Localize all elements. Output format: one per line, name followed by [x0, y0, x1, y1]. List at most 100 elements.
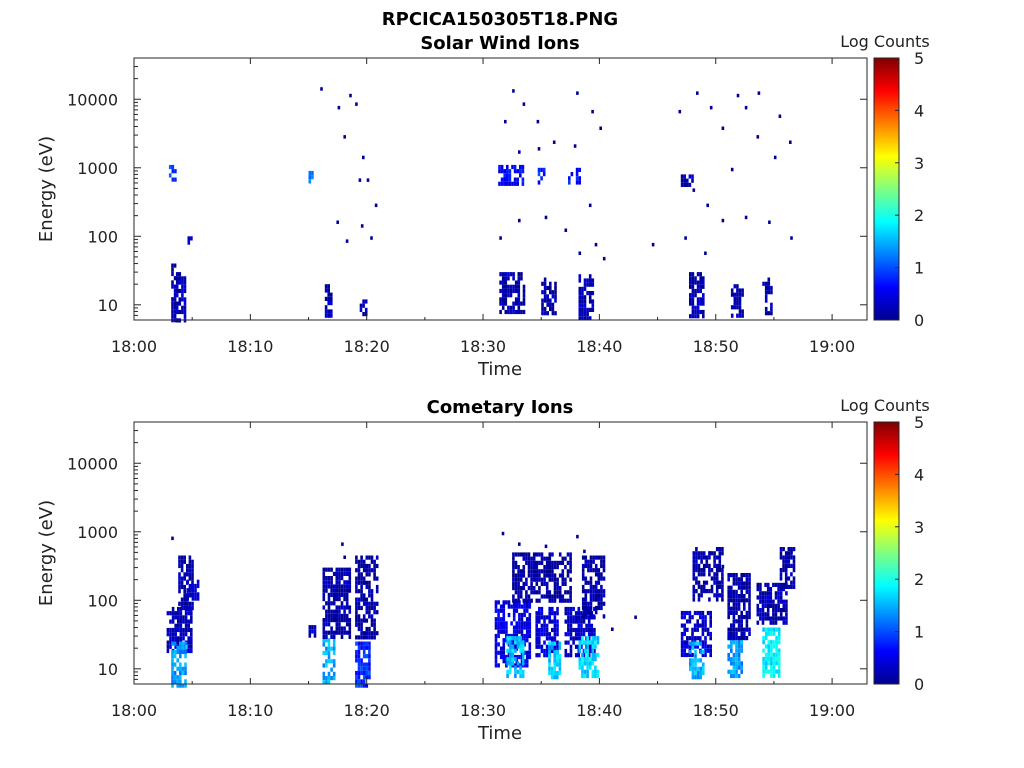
- heatmap-cell: [543, 573, 546, 578]
- heatmap-cell: [322, 588, 326, 593]
- heatmap-cell: [784, 572, 788, 577]
- heatmap-cell: [355, 675, 358, 680]
- heatmap-cell: [535, 636, 538, 641]
- heatmap-cell: [528, 604, 532, 609]
- heatmap-cell: [770, 285, 773, 291]
- heatmap-cell: [782, 555, 785, 560]
- heatmap-cell: [591, 291, 595, 296]
- heatmap-cell: [535, 573, 539, 578]
- heatmap-cell: [602, 563, 606, 569]
- heatmap-cell: [715, 555, 719, 560]
- heatmap-cell: [730, 585, 733, 590]
- heatmap-cell: [732, 652, 736, 658]
- heatmap-cell: [727, 594, 730, 599]
- heatmap-cell: [532, 573, 536, 578]
- heatmap-cell: [322, 622, 326, 627]
- heatmap-cell: [188, 601, 192, 606]
- heatmap-cell: [767, 661, 771, 666]
- heatmap-cell: [181, 305, 184, 310]
- heatmap-cell: [588, 307, 592, 312]
- heatmap-cell: [548, 632, 551, 637]
- heatmap-cell: [335, 576, 339, 581]
- heatmap-cell: [706, 631, 710, 637]
- heatmap-cell: [179, 679, 182, 684]
- heatmap-cell: [176, 645, 179, 650]
- heatmap-cell: [743, 631, 746, 636]
- heatmap-cell: [553, 636, 557, 641]
- heatmap-cell: [602, 593, 606, 598]
- heatmap-cell: [311, 170, 314, 176]
- heatmap-cell: [597, 593, 601, 598]
- heatmap-cell: [591, 669, 595, 674]
- heatmap-cell: [708, 568, 711, 573]
- heatmap-cell: [686, 636, 689, 641]
- heatmap-cell: [581, 657, 584, 662]
- heatmap-cell: [583, 661, 587, 666]
- heatmap-cell: [535, 615, 538, 620]
- heatmap-cell: [330, 626, 333, 631]
- heatmap-cell: [697, 580, 701, 585]
- heatmap-cell: [556, 654, 559, 659]
- heatmap-cell: [692, 555, 696, 560]
- heatmap-cell: [497, 629, 500, 634]
- heatmap-cell: [683, 623, 686, 628]
- heatmap-cell: [553, 662, 556, 667]
- heatmap-cell: [179, 654, 182, 659]
- heatmap-cell: [779, 591, 783, 596]
- heatmap-cell: [748, 627, 751, 632]
- heatmap-cell: [325, 646, 328, 651]
- heatmap-cell: [696, 297, 700, 302]
- heatmap-cell: [569, 565, 572, 570]
- heatmap-cell: [583, 282, 587, 287]
- heatmap-cell: [188, 572, 192, 577]
- heatmap-cell: [365, 631, 369, 636]
- heatmap-cell: [550, 675, 554, 680]
- heatmap-cell: [177, 640, 180, 645]
- heatmap-cell: [357, 614, 361, 619]
- heatmap-cell: [512, 569, 515, 574]
- heatmap-cell: [736, 305, 739, 310]
- heatmap-cell: [538, 560, 541, 565]
- heatmap-cell: [543, 556, 546, 561]
- heatmap-cell: [732, 610, 736, 615]
- heatmap-cell: [680, 610, 684, 616]
- heatmap-cell: [732, 573, 736, 578]
- heatmap-cell: [745, 627, 749, 632]
- heatmap-cell: [683, 178, 686, 183]
- heatmap-cell: [578, 180, 581, 185]
- heatmap-cell: [767, 285, 771, 291]
- heatmap-cell: [709, 652, 712, 658]
- heatmap-cell: [530, 556, 533, 561]
- heatmap-cell: [587, 644, 591, 649]
- heatmap-cell: [519, 673, 522, 679]
- heatmap-cell: [502, 608, 506, 613]
- heatmap-cell: [756, 582, 760, 587]
- heatmap-cell: [535, 581, 539, 586]
- heatmap-cell: [552, 140, 556, 144]
- heatmap-cell: [546, 311, 549, 316]
- heatmap-cell: [173, 276, 177, 281]
- heatmap-cell: [769, 603, 773, 608]
- heatmap-cell: [727, 606, 730, 611]
- heatmap-cell: [691, 652, 694, 658]
- heatmap-cell: [355, 589, 358, 594]
- heatmap-cell: [536, 119, 540, 124]
- heatmap-cell: [543, 298, 547, 303]
- heatmap-cell: [324, 288, 328, 293]
- heatmap-cell: [525, 594, 528, 599]
- heatmap-cell: [362, 670, 366, 676]
- heatmap-cell: [721, 568, 724, 573]
- heatmap-cell: [553, 644, 557, 649]
- heatmap-cell: [181, 288, 184, 294]
- heatmap-cell: [494, 604, 498, 609]
- heatmap-cell: [538, 653, 541, 658]
- heatmap-cell: [507, 293, 510, 298]
- heatmap-cell: [325, 613, 328, 618]
- heatmap-cell: [357, 635, 361, 640]
- heatmap-cell: [545, 627, 549, 633]
- heatmap-cell: [325, 634, 328, 639]
- heatmap-cell: [737, 585, 741, 590]
- heatmap-cell: [567, 632, 570, 637]
- heatmap-cell: [324, 309, 328, 314]
- heatmap-cell: [521, 652, 525, 658]
